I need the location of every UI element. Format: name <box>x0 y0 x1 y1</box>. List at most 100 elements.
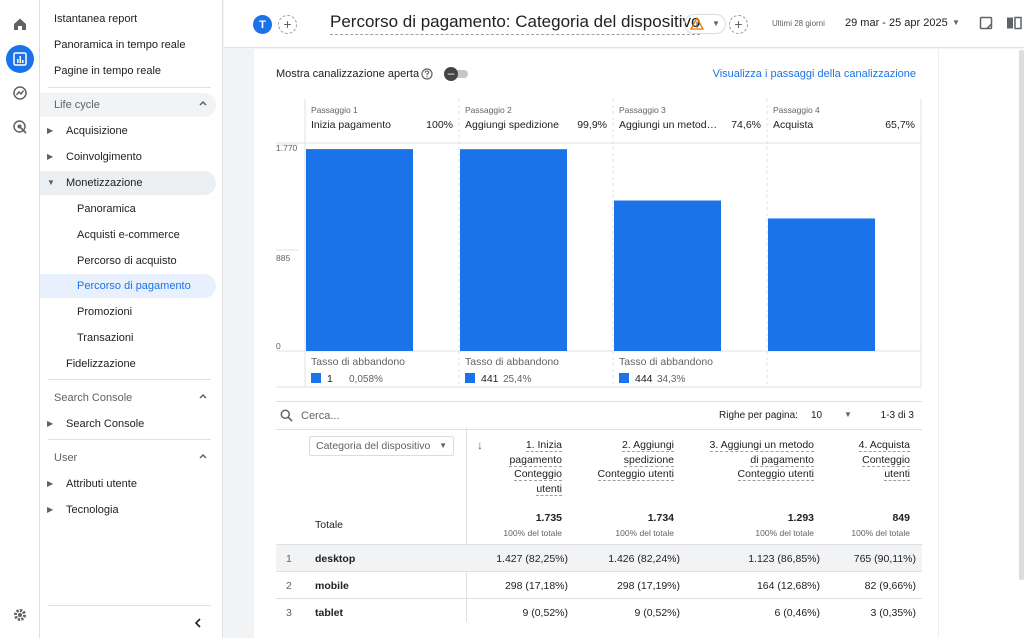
chevron-up-icon <box>198 386 208 410</box>
right-panel <box>938 49 1024 638</box>
cell-value: 6 (0,46%) <box>774 607 820 619</box>
toggle-track <box>448 70 468 78</box>
sidebar-item-label: Attributi utente <box>66 478 137 490</box>
cell-value: 298 (17,19%) <box>616 580 680 592</box>
help-icon[interactable] <box>421 68 433 83</box>
step-name: Aggiungi spedizione <box>465 119 559 131</box>
cell-value: 164 (12,68%) <box>756 580 820 592</box>
advertising-icon[interactable] <box>6 113 34 141</box>
abandon-count: 1 <box>327 373 333 385</box>
open-funnel-label: Mostra canalizzazione aperta <box>276 68 420 80</box>
report-header: T + Percorso di pagamento: Categoria del… <box>224 0 1024 48</box>
funnel-chart: 1.770 885 0 Passaggio 1 Inizia pagamento 100%… <box>276 99 922 388</box>
sidebar-item-transactions[interactable]: Transazioni <box>77 332 134 344</box>
section-title: Life cycle <box>54 99 100 111</box>
abandon-rate: 0,058% <box>349 374 383 385</box>
sidebar-item-label: Coinvolgimento <box>66 151 142 163</box>
scrollbar[interactable] <box>1019 50 1024 580</box>
column-header-step-2[interactable]: 2. Aggiungi spedizione Conteggio utenti <box>597 438 674 482</box>
warning-chip[interactable]: ▼ <box>684 14 726 34</box>
step-name: Aggiungi un metod… <box>619 119 717 131</box>
abandon-count: 444 <box>635 373 653 385</box>
sidebar-item-ecommerce[interactable]: Acquisti e-commerce <box>77 229 180 241</box>
chevron-up-icon <box>198 93 208 117</box>
sidebar-item-purchase-journey[interactable]: Percorso di acquisto <box>77 255 177 267</box>
chevron-left-icon[interactable] <box>192 617 204 632</box>
customize-button[interactable]: + <box>729 15 748 34</box>
table-row[interactable]: 2 mobile 298 (17,18%) 298 (17,19%) 164 (… <box>276 571 922 598</box>
funnel-bar <box>614 200 721 351</box>
report-card: Mostra canalizzazione aperta – Visualizz… <box>254 49 938 638</box>
sort-descending-icon[interactable]: ↓ <box>477 438 483 452</box>
row-label: desktop <box>315 553 356 565</box>
sidebar-item-search-console[interactable]: ▶ Search Console <box>40 412 216 436</box>
view-funnel-steps-link[interactable]: Visualizza i passaggi della canalizzazio… <box>712 68 916 80</box>
sidebar-item-retention[interactable]: Fidelizzazione <box>66 358 136 370</box>
date-range-picker[interactable]: 29 mar - 25 apr 2025 <box>845 17 948 29</box>
abandon-label: Tasso di abbandono <box>311 356 405 368</box>
cell-value: 82 (9,66%) <box>864 580 916 592</box>
table-row[interactable]: 3 tablet 9 (0,52%) 9 (0,52%) 6 (0,46%) 3… <box>276 598 922 625</box>
column-header-step-4[interactable]: 4. Acquista Conteggio utenti <box>858 438 910 482</box>
cell-value: 3 (0,35%) <box>870 607 916 619</box>
abandon-rate: 25,4% <box>503 374 531 385</box>
column-header-line: spedizione <box>623 453 674 467</box>
section-life-cycle[interactable]: Life cycle <box>40 93 216 117</box>
open-funnel-toggle[interactable]: – <box>444 67 470 81</box>
funnel-bar <box>460 149 567 351</box>
sidebar-item-realtime-overview[interactable]: Panoramica in tempo reale <box>54 39 186 51</box>
home-icon[interactable] <box>6 10 34 38</box>
settings-icon[interactable] <box>6 601 34 629</box>
rows-per-page-select[interactable]: 10 <box>811 410 823 421</box>
avatar[interactable]: T <box>253 15 272 34</box>
reports-icon[interactable] <box>6 45 34 73</box>
caret-right-icon: ▶ <box>47 152 54 161</box>
column-header-line: Conteggio <box>862 453 910 467</box>
compare-icon[interactable] <box>1006 16 1022 33</box>
sidebar-item-monetization-overview[interactable]: Panoramica <box>77 203 136 215</box>
column-header-step-3[interactable]: 3. Aggiungi un metodo di pagamento Conte… <box>709 438 814 482</box>
column-header-line: 4. Acquista <box>858 439 910 452</box>
caret-down-icon[interactable]: ▼ <box>844 410 852 419</box>
sidebar-divider <box>48 439 211 440</box>
sidebar-item-snapshot[interactable]: Istantanea report <box>54 13 138 25</box>
sidebar-divider <box>48 87 211 88</box>
add-comparison-button[interactable]: + <box>278 15 297 34</box>
sidebar-item-realtime-pages[interactable]: Pagine in tempo reale <box>54 65 162 77</box>
total-value: 1.293 <box>787 512 814 524</box>
y-tick-label: 0 <box>276 341 281 351</box>
step-name: Inizia pagamento <box>311 119 391 131</box>
minus-icon: – <box>444 67 458 81</box>
y-tick-label: 885 <box>276 253 290 263</box>
step-number: Passaggio 3 <box>619 105 666 115</box>
section-user[interactable]: User <box>40 446 216 470</box>
sidebar-item-technology[interactable]: ▶ Tecnologia <box>40 498 216 522</box>
search-input[interactable]: Cerca... <box>301 410 340 422</box>
sidebar-item-engagement[interactable]: ▶ Coinvolgimento <box>40 145 216 169</box>
section-search-console[interactable]: Search Console <box>40 386 216 410</box>
customize-report-icon[interactable] <box>979 16 993 33</box>
sidebar-item-user-attributes[interactable]: ▶ Attributi utente <box>40 472 216 496</box>
step-percentage: 74,6% <box>731 119 761 131</box>
total-share: 100% del totale <box>503 528 562 538</box>
total-label: Totale <box>315 519 344 531</box>
explore-icon[interactable] <box>6 79 34 107</box>
abandon-swatch <box>311 373 321 383</box>
section-title: Search Console <box>54 392 133 404</box>
caret-down-icon[interactable]: ▼ <box>952 18 960 27</box>
step-number: Passaggio 4 <box>773 105 820 115</box>
sidebar-item-monetization[interactable]: ▼ Monetizzazione <box>40 171 216 195</box>
funnel-bar <box>768 218 875 351</box>
sidebar-item-promotions[interactable]: Promozioni <box>77 306 133 318</box>
sidebar-item-label: Tecnologia <box>66 504 119 516</box>
table-row[interactable]: 1 desktop 1.427 (82,25%) 1.426 (82,24%) … <box>276 544 922 571</box>
step-percentage: 65,7% <box>885 119 915 131</box>
search-icon[interactable] <box>280 409 293 425</box>
caret-right-icon: ▶ <box>47 479 54 488</box>
sidebar-item-acquisition[interactable]: ▶ Acquisizione <box>40 119 216 143</box>
column-header-step-1[interactable]: 1. Inizia pagamento Conteggio utenti <box>509 438 562 496</box>
sidebar-item-checkout-journey[interactable]: Percorso di pagamento <box>40 274 216 298</box>
y-tick-label: 1.770 <box>276 143 298 153</box>
dimension-select[interactable]: Categoria del dispositivo ▼ <box>309 436 454 456</box>
chevron-up-icon <box>198 446 208 470</box>
